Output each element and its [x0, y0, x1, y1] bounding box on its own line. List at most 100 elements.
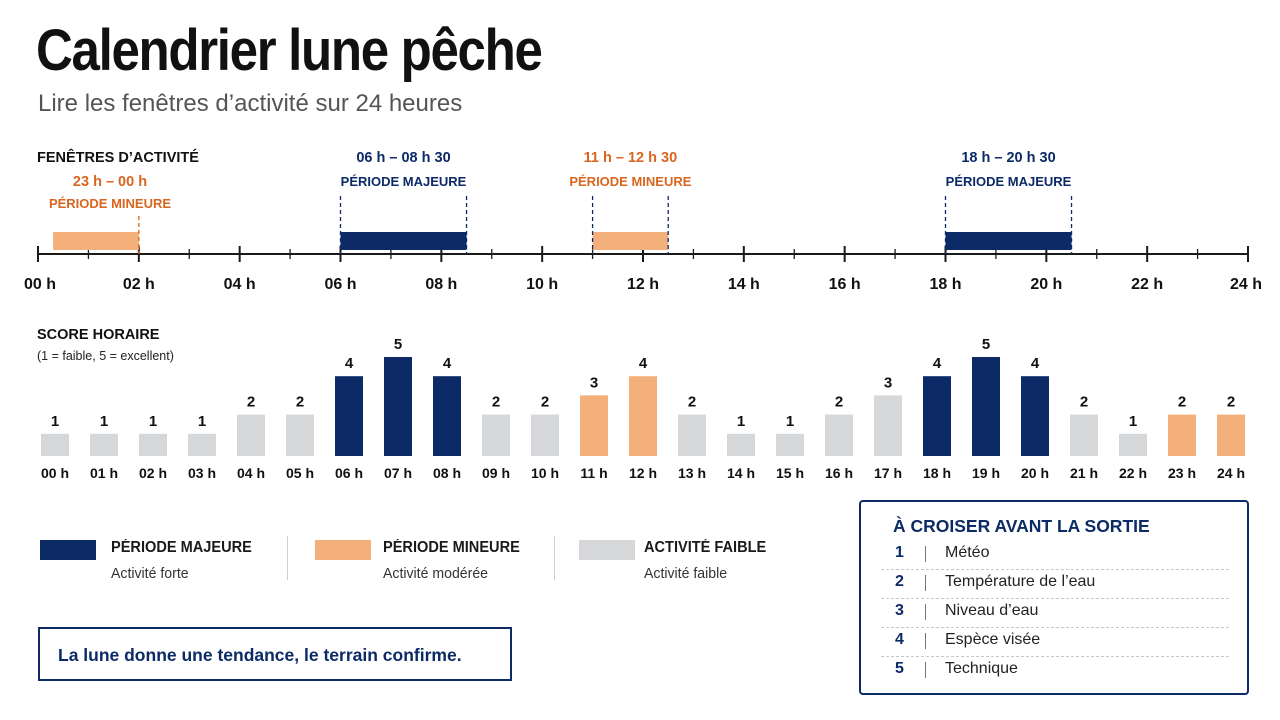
score-bar-label: 24 h — [1217, 465, 1245, 481]
score-bar — [482, 414, 510, 456]
score-bar-label: 16 h — [825, 465, 853, 481]
score-bar-value: 2 — [541, 394, 549, 411]
timeline-tick-label: 16 h — [829, 276, 861, 293]
score-bar — [923, 376, 951, 456]
score-bar-value: 5 — [982, 336, 990, 353]
score-bar-label: 09 h — [482, 465, 510, 481]
score-bar-label: 04 h — [237, 465, 265, 481]
score-bar — [41, 433, 69, 456]
score-bar-value: 1 — [100, 413, 108, 430]
score-bar — [531, 414, 559, 456]
timeline-window-label: PÉRIODE MINEURE — [49, 196, 171, 211]
checklist-item: 2 Température de l’eau — [881, 569, 1229, 599]
legend-divider — [287, 536, 288, 580]
score-bar-label: 18 h — [923, 465, 951, 481]
timeline-window-bar — [53, 232, 139, 250]
score-bar-label: 03 h — [188, 465, 216, 481]
score-bar — [384, 357, 412, 456]
timeline-window-time: 06 h – 08 h 30 — [356, 150, 450, 166]
checklist-item: 3 Niveau d’eau — [881, 598, 1229, 628]
checklist-item-number: 2 — [895, 573, 904, 590]
score-bar-value: 4 — [443, 355, 452, 372]
score-bar-label: 23 h — [1168, 465, 1196, 481]
timeline-window-bar — [945, 232, 1072, 250]
score-bar-label: 19 h — [972, 465, 1000, 481]
score-bar-label: 22 h — [1119, 465, 1147, 481]
score-bar-label: 01 h — [90, 465, 118, 481]
score-bar-value: 2 — [688, 394, 696, 411]
score-bar — [580, 395, 608, 456]
score-bar-label: 12 h — [629, 465, 657, 481]
page-title: Calendrier lune pêche — [36, 18, 543, 83]
score-bar — [1168, 414, 1196, 456]
score-bar — [188, 433, 216, 456]
timeline-tick-label: 22 h — [1131, 276, 1163, 293]
timeline-tick-label: 18 h — [929, 276, 961, 293]
score-bar-value: 1 — [51, 413, 59, 430]
timeline-window-label: PÉRIODE MAJEURE — [341, 174, 467, 189]
score-bar-value: 1 — [198, 413, 206, 430]
legend-desc-low: Activité faible — [644, 565, 728, 582]
timeline-window-time: 18 h – 20 h 30 — [961, 150, 1055, 166]
score-bar-value: 2 — [835, 394, 843, 411]
score-bar-value: 1 — [149, 413, 157, 430]
score-bar — [433, 376, 461, 456]
score-bar — [776, 433, 804, 456]
timeline-tick-label: 10 h — [526, 276, 558, 293]
score-bar — [90, 433, 118, 456]
score-bar-value: 4 — [639, 355, 648, 372]
timeline-window-bar — [592, 232, 669, 250]
legend-desc-minor: Activité modérée — [383, 565, 489, 582]
score-bar — [1217, 414, 1245, 456]
checklist-box: À CROISER AVANT LA SORTIE 1 Météo 2 Temp… — [859, 500, 1249, 695]
checklist-item: 1 Météo — [881, 540, 1229, 570]
timeline-window-bar — [340, 232, 467, 250]
score-bar-value: 3 — [590, 374, 598, 391]
checklist-separator — [925, 662, 926, 678]
score-bar — [237, 414, 265, 456]
score-bar-label: 13 h — [678, 465, 706, 481]
timeline-tick-label: 08 h — [425, 276, 457, 293]
score-title: SCORE HORAIRE — [37, 327, 160, 343]
legend-divider — [554, 536, 555, 580]
score-bar-value: 2 — [1080, 394, 1088, 411]
timeline-window-label: PÉRIODE MINEURE — [569, 174, 691, 189]
score-bar-label: 07 h — [384, 465, 412, 481]
activity-chart: FENÊTRES D’ACTIVITÉ 00 h 02 h 04 h 06 h 08 h 1… — [24, 148, 1262, 481]
timeline-window-time: 11 h – 12 h 30 — [584, 150, 678, 166]
timeline-tick-label: 00 h — [24, 276, 56, 293]
checklist-item-number: 1 — [895, 544, 904, 561]
note-box: La lune donne une tendance, le terrain c… — [38, 627, 512, 681]
score-bar-value: 4 — [345, 355, 354, 372]
checklist-item-number: 3 — [895, 602, 904, 619]
score-bar-label: 00 h — [41, 465, 69, 481]
checklist-separator — [925, 546, 926, 562]
checklist-item-number: 4 — [895, 631, 904, 648]
page-subtitle: Lire les fenêtres d’activité sur 24 heur… — [38, 90, 463, 117]
score-bar-label: 05 h — [286, 465, 314, 481]
score-bar-value: 4 — [933, 355, 942, 372]
score-bar-label: 08 h — [433, 465, 461, 481]
checklist-item-text: Température de l’eau — [945, 573, 1096, 590]
checklist-item-text: Espèce visée — [945, 631, 1041, 648]
score-bar-label: 21 h — [1070, 465, 1098, 481]
score-bar-value: 2 — [1178, 394, 1186, 411]
score-bar-label: 06 h — [335, 465, 363, 481]
legend-name-low: ACTIVITÉ FAIBLE — [644, 539, 767, 556]
score-bar-label: 15 h — [776, 465, 804, 481]
timeline-tick-label: 20 h — [1030, 276, 1062, 293]
timeline-tick-label: 04 h — [224, 276, 256, 293]
score-bar — [825, 414, 853, 456]
score-bar-label: 20 h — [1021, 465, 1049, 481]
checklist-item: 5 Technique — [881, 656, 1229, 685]
checklist-item: 4 Espèce visée — [881, 627, 1229, 657]
timeline-title: FENÊTRES D’ACTIVITÉ — [37, 148, 199, 166]
legend-name-minor: PÉRIODE MINEURE — [383, 539, 520, 556]
score-bar — [286, 414, 314, 456]
score-bar — [727, 433, 755, 456]
score-bar-label: 10 h — [531, 465, 559, 481]
note-text: La lune donne une tendance, le terrain c… — [58, 645, 462, 665]
timeline-tick-label: 24 h — [1230, 276, 1262, 293]
score-bar-value: 1 — [737, 413, 745, 430]
timeline-tick-label: 12 h — [627, 276, 659, 293]
